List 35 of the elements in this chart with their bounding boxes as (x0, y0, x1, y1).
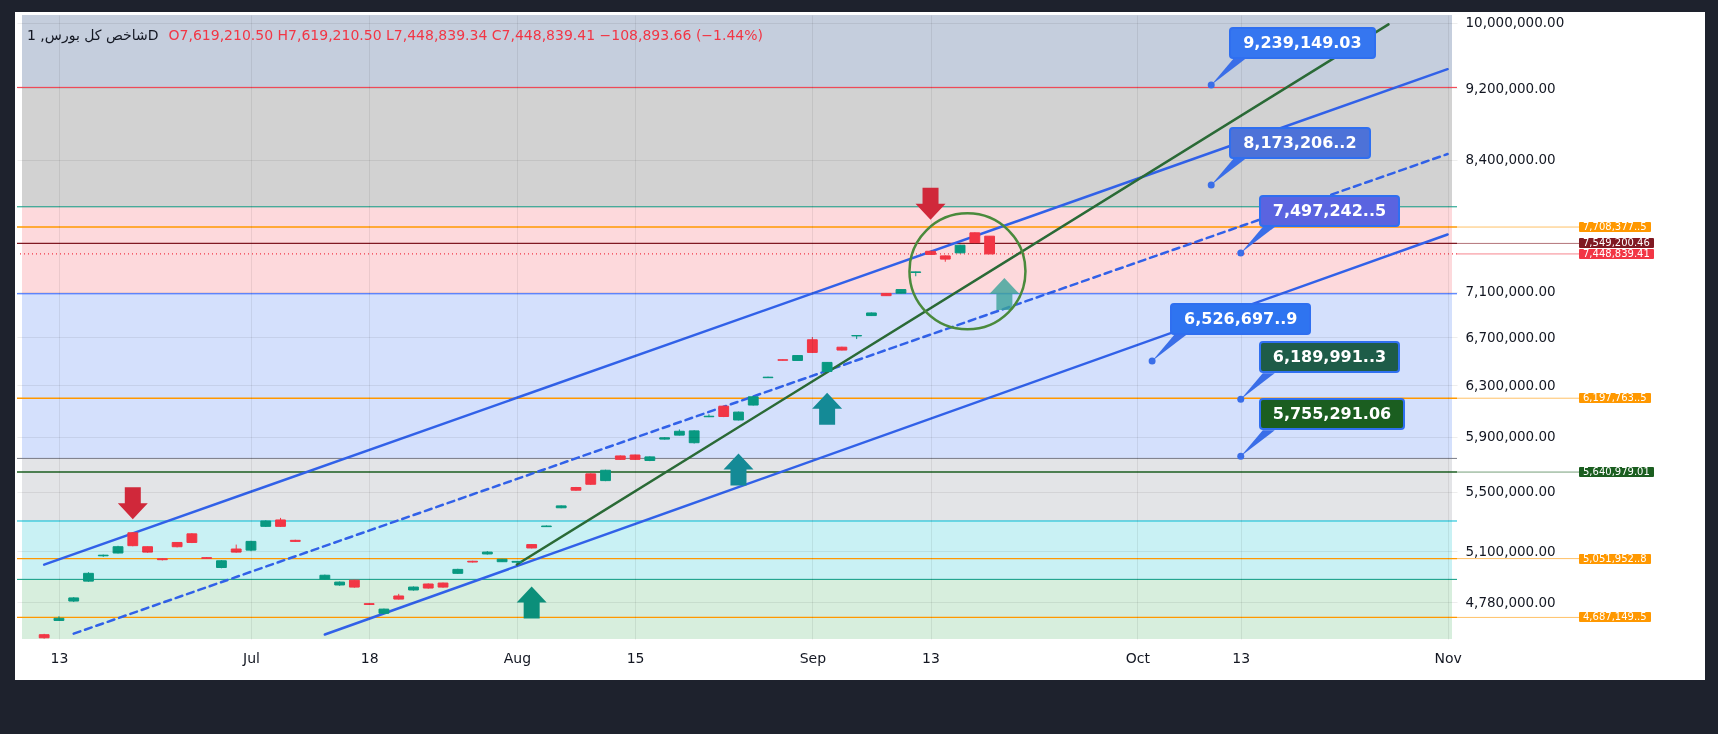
ref-line-label: 7,549,200.46 (1579, 237, 1654, 249)
x-tick-label: 13 (922, 649, 940, 666)
x-tick-label: Sep (799, 649, 827, 666)
y-tick-label: 10,000,000.00 (1465, 14, 1565, 31)
ref-line-label: 5,051,952..8 (1579, 552, 1651, 564)
ref-line-label: 4,687,149..5 (1579, 611, 1651, 623)
x-tick-label: 13 (50, 649, 69, 666)
x-tick-label: Oct (1125, 649, 1151, 666)
y-tick-label: 8,400,000.00 (1465, 151, 1556, 168)
y-tick-label: 4,780,000.00 (1465, 593, 1556, 610)
annotation: 5,755,291.06 (1258, 398, 1406, 431)
x-tick-label: Aug (503, 649, 532, 666)
y-tick-label: 7,100,000.00 (1465, 283, 1556, 300)
x-tick-label: Jul (242, 649, 260, 666)
ref-line-label: 5,640,979.01 (1579, 466, 1654, 478)
y-tick-label: 5,100,000.00 (1465, 542, 1556, 559)
text: شاخص کل بورس, 1D (27, 27, 159, 43)
annotation: 6,189,991..3 (1258, 341, 1401, 374)
ref-line-label: 7,448,839.41 (1579, 247, 1654, 259)
ref-line-label: 6,197,763..5 (1579, 392, 1651, 404)
annotation: 9,239,149.03 (1229, 26, 1376, 59)
y-tick-label: 5,500,000.00 (1465, 483, 1556, 500)
text: O7,619,210.50 H7,619,210.50 L7,448,839.34 C7,448,839.41 −108,893.66 (−1.44%) (168, 27, 764, 43)
y-tick-label: 6,700,000.00 (1465, 328, 1556, 345)
x-tick-label: 18 (360, 649, 379, 666)
ref-line-label: 7,708,377..5 (1579, 221, 1651, 233)
y-tick-label: 6,300,000.00 (1465, 376, 1556, 393)
y-tick-label: 9,200,000.00 (1465, 79, 1556, 96)
annotation: 8,173,206..2 (1229, 127, 1371, 159)
y-tick-label: 5,900,000.00 (1465, 428, 1556, 445)
x-tick-label: 15 (626, 649, 645, 666)
annotation: 6,526,697..9 (1170, 303, 1312, 335)
annotation: 7,497,242..5 (1258, 195, 1401, 227)
x-tick-label: 13 (1232, 649, 1251, 666)
x-tick-label: Nov (1434, 649, 1462, 666)
